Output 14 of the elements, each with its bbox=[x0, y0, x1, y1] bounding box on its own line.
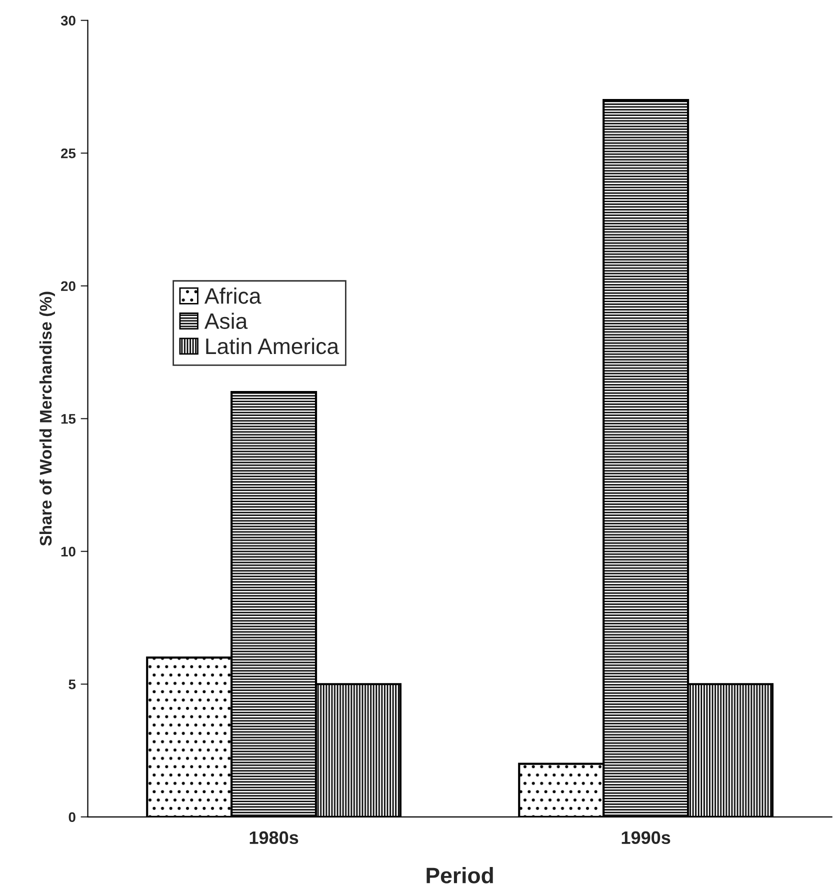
y-tick-label: 0 bbox=[68, 812, 76, 822]
y-tick-label: 30 bbox=[60, 16, 76, 26]
x-axis-title: Period bbox=[426, 867, 493, 884]
legend-label: Africa bbox=[204, 288, 262, 304]
y-tick-label: 5 bbox=[68, 680, 76, 690]
legend-label: Asia bbox=[204, 312, 248, 330]
y-tick-label: 15 bbox=[61, 414, 76, 424]
legend-label: Latin America bbox=[206, 338, 340, 354]
y-axis-title: Share of World Merchandise (%) bbox=[39, 292, 55, 546]
y-tick-label: 20 bbox=[61, 281, 76, 292]
x-tick-label: 1990s bbox=[622, 831, 670, 844]
y-tick-label: 10 bbox=[61, 546, 76, 557]
x-tick-label: 1980s bbox=[250, 831, 298, 844]
y-tick-label: 25 bbox=[61, 148, 76, 158]
